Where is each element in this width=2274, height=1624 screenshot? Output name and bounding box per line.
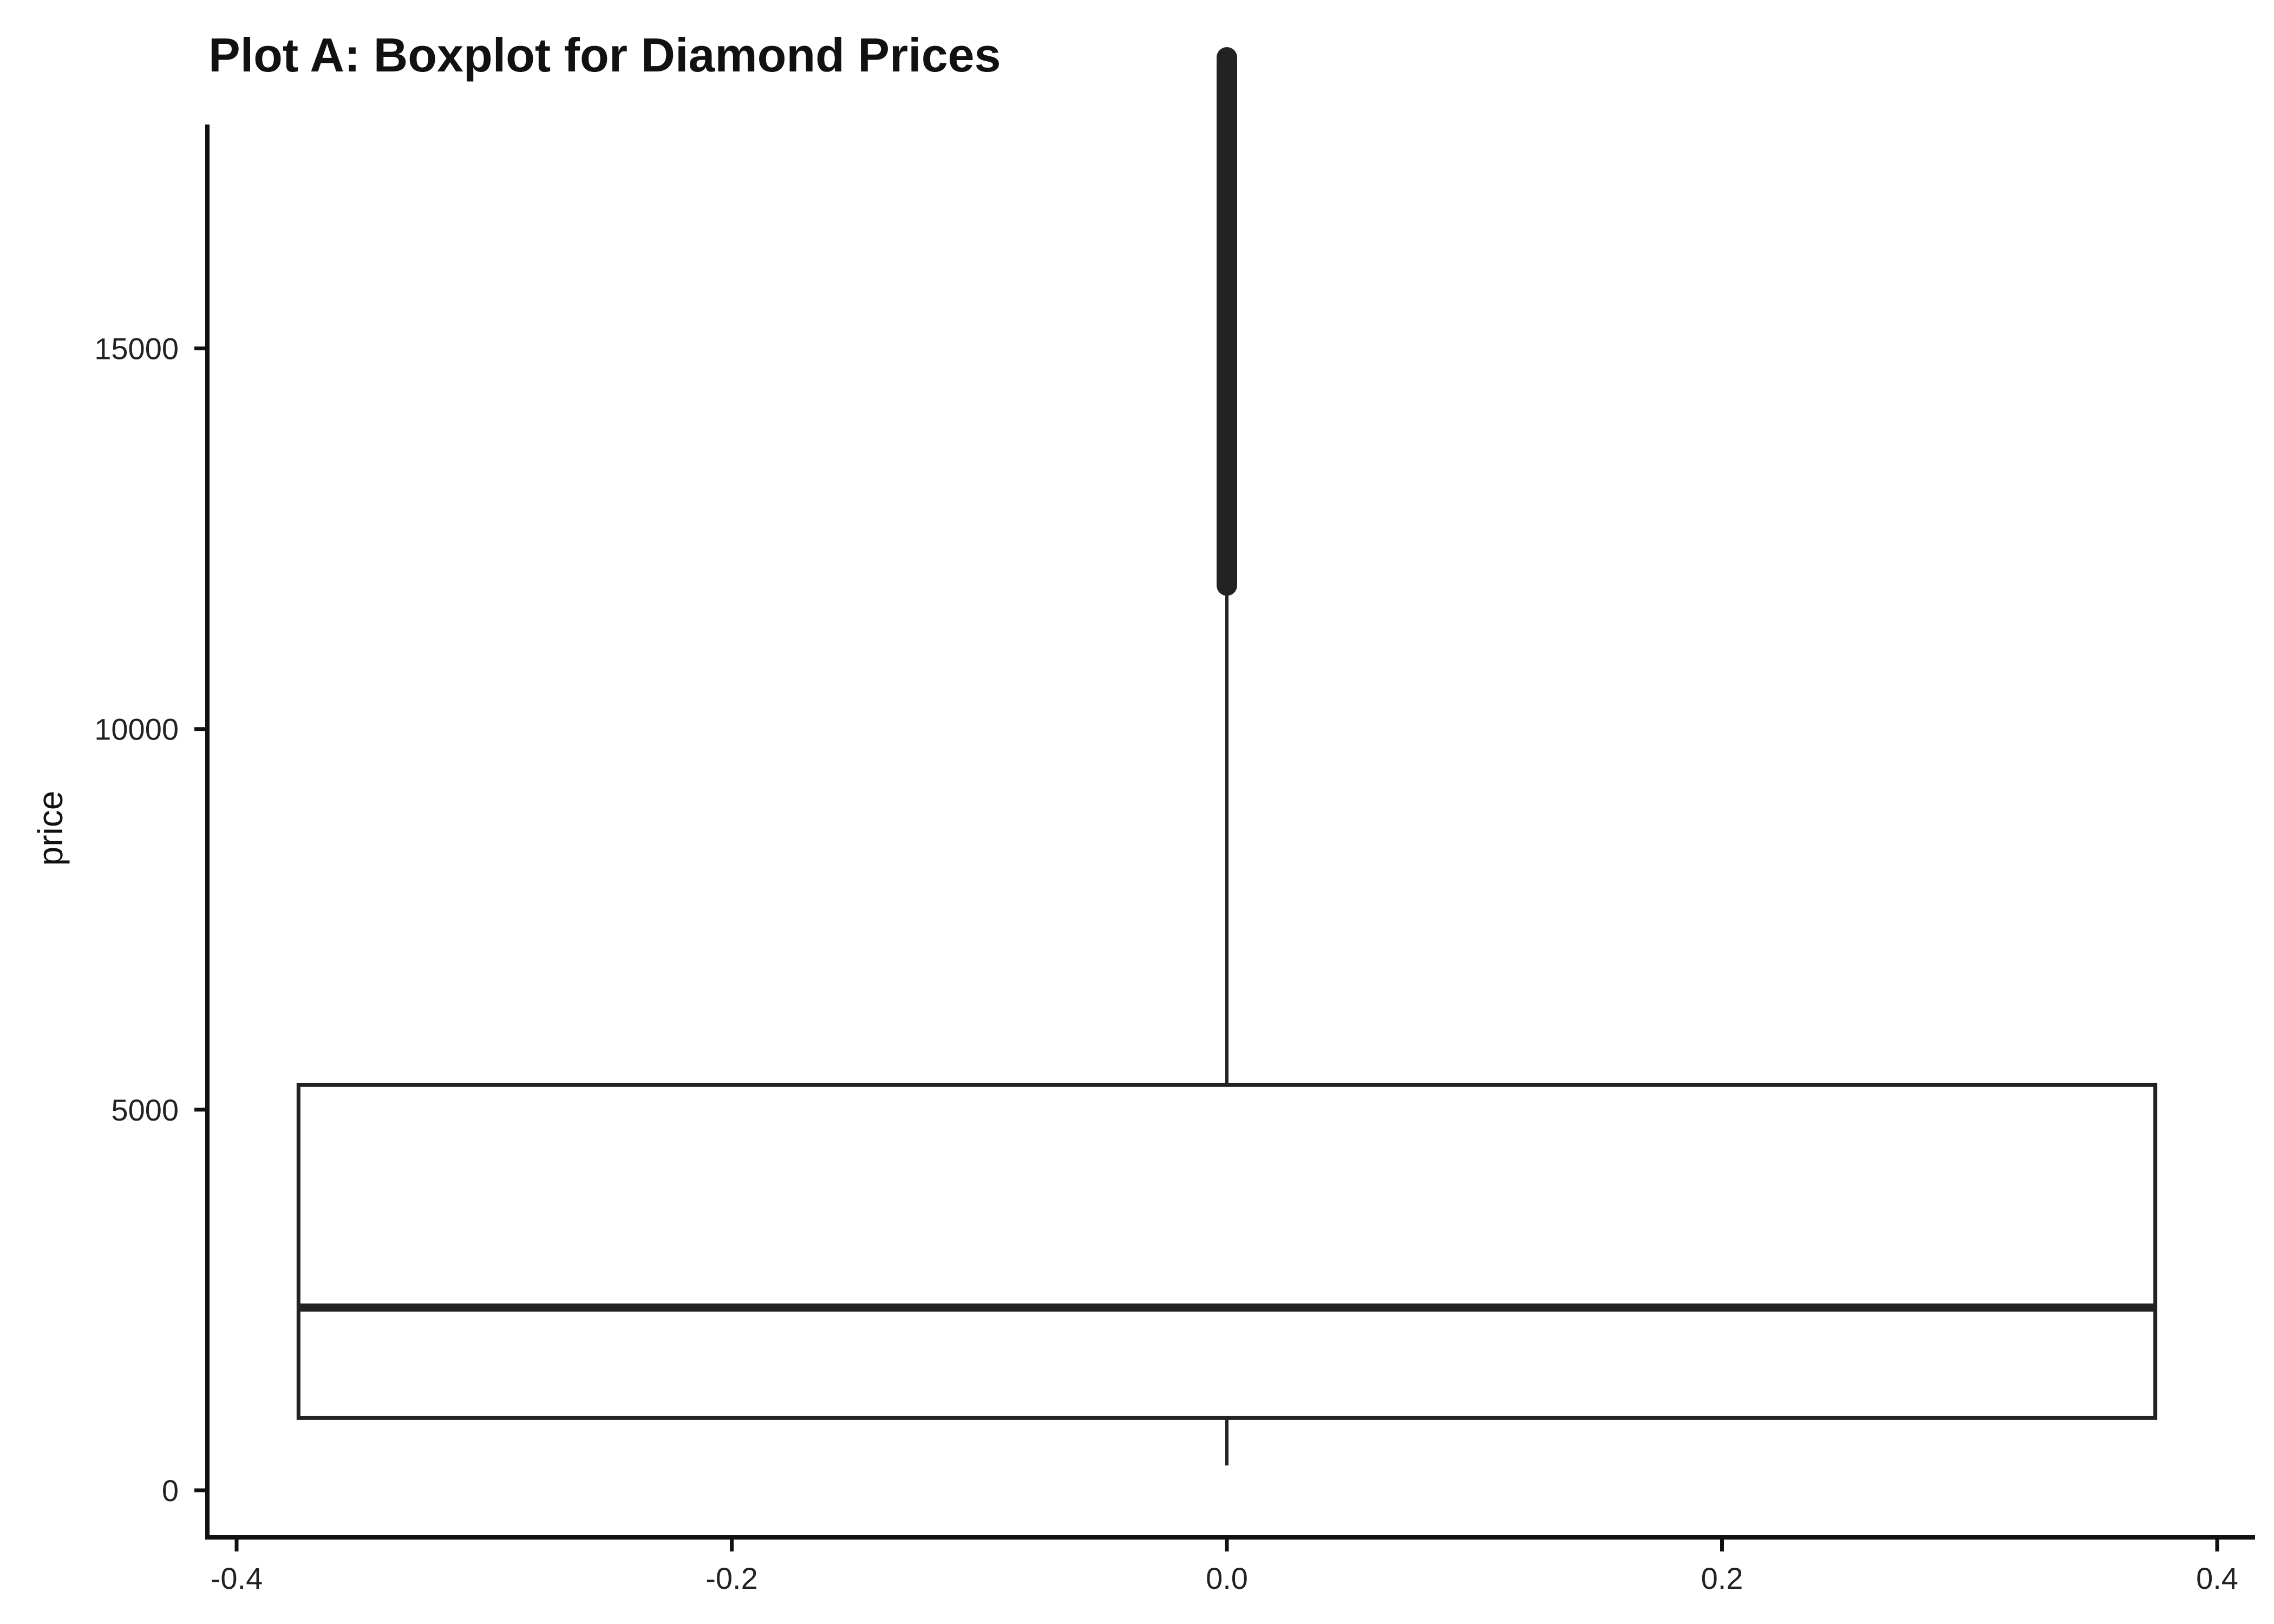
x-tick-label: 0.4 — [2196, 1561, 2238, 1595]
iqr-box — [296, 1083, 2158, 1420]
x-tick-label: 0.2 — [1701, 1561, 1743, 1595]
boxplot-marks — [296, 47, 2158, 1466]
y-tick-label: 10000 — [94, 712, 179, 746]
x-tick-label: 0.0 — [1206, 1561, 1248, 1595]
y-axis-ticks: 0 5000 10000 15000 — [94, 332, 207, 1508]
y-tick-label: 15000 — [94, 332, 179, 366]
x-tick-label: -0.4 — [211, 1561, 263, 1595]
y-tick-label: 0 — [162, 1474, 179, 1508]
chart-title: Plot A: Boxplot for Diamond Prices — [208, 28, 1001, 82]
y-axis-label: price — [31, 791, 70, 866]
x-axis-ticks: -0.4 -0.2 0.0 0.2 0.4 — [211, 1537, 2238, 1595]
y-tick-label: 5000 — [111, 1093, 179, 1127]
x-tick-label: -0.2 — [705, 1561, 758, 1595]
